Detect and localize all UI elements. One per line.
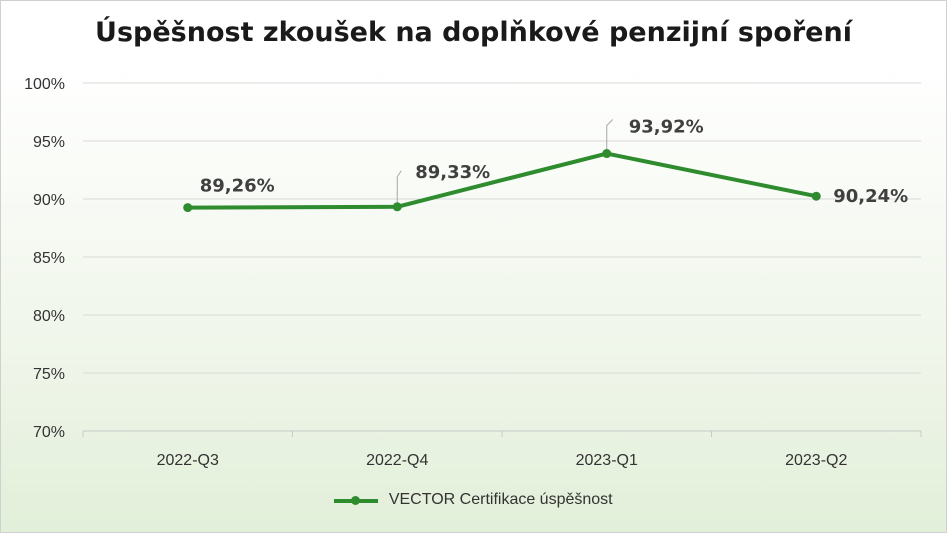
y-tick-label: 70% (33, 424, 65, 441)
legend-swatch (334, 494, 379, 506)
series-line (185, 151, 819, 210)
data-label: 93,92% (629, 117, 704, 138)
y-tick-label: 80% (33, 308, 65, 325)
y-tick-label: 90% (33, 192, 65, 209)
y-tick-label: 85% (33, 250, 65, 267)
data-point (602, 149, 612, 159)
data-point (811, 191, 821, 201)
legend: VECTOR Certifikace úspěšnost (1, 491, 946, 509)
data-point (183, 203, 193, 213)
data-label: 89,26% (200, 176, 275, 197)
x-tick-label: 2022-Q3 (157, 452, 219, 469)
y-tick-label: 75% (33, 366, 65, 383)
data-label: 89,33% (415, 162, 490, 183)
y-tick-label: 100% (24, 76, 65, 93)
x-tick-label: 2022-Q4 (366, 452, 428, 469)
chart-title: Úspěšnost zkoušek na doplňkové penzijní … (95, 17, 852, 48)
data-label-leader (396, 170, 402, 207)
x-tick-label: 2023-Q2 (785, 452, 847, 469)
legend-label: VECTOR Certifikace úspěšnost (388, 491, 613, 508)
data-point (392, 202, 402, 212)
y-tick-label: 95% (33, 134, 65, 151)
x-tick-label: 2023-Q1 (576, 452, 638, 469)
data-label-leader (606, 119, 614, 154)
data-label: 90,24% (833, 186, 908, 207)
